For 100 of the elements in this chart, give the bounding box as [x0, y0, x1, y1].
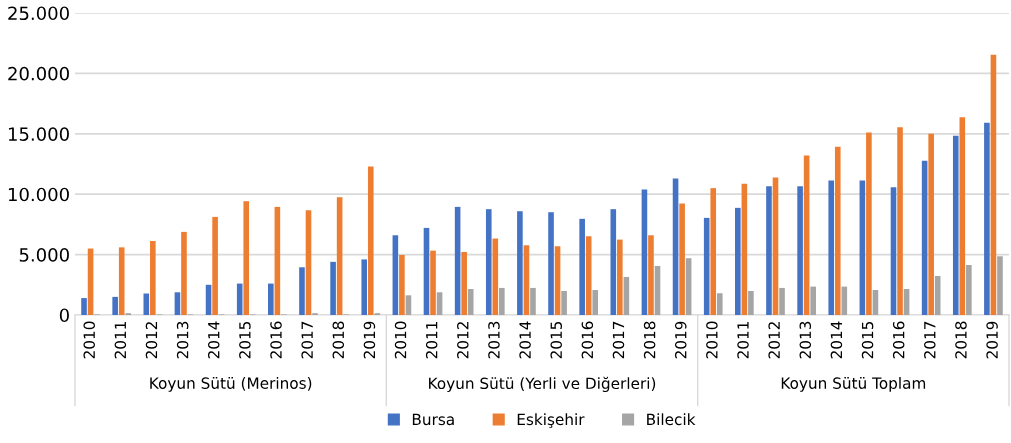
x-tick-label: 2016 [270, 321, 282, 359]
bar [952, 135, 959, 315]
bar [810, 286, 816, 315]
bar [834, 146, 841, 315]
bar [150, 240, 156, 315]
bar [112, 296, 118, 315]
bar [672, 178, 679, 315]
bar [897, 127, 903, 315]
bar [735, 207, 741, 315]
x-tick-label: 2014 [519, 321, 531, 359]
bar [934, 275, 941, 315]
x-tick-label: 2015 [550, 321, 562, 359]
bar [997, 256, 1003, 315]
y-tick-label: 25.000 [8, 6, 69, 21]
x-tick-label: 2010 [83, 321, 95, 359]
x-tick-label: 2014 [207, 321, 220, 359]
bar [610, 209, 617, 315]
legend-label: Bursa [412, 413, 454, 426]
bar [399, 254, 405, 315]
legend-label: Bilecik [647, 413, 696, 426]
x-tick-label: 2015 [239, 321, 251, 359]
bar [748, 290, 754, 315]
x-tick-label: 2011 [425, 321, 438, 359]
x-tick-label: 2012 [457, 322, 469, 359]
y-tick-label: 10.000 [8, 187, 69, 202]
bar [81, 298, 87, 315]
bar [461, 251, 467, 315]
x-tick-label: 2013 [488, 321, 500, 359]
y-tick-label: 0 [59, 308, 69, 323]
bar [268, 283, 274, 315]
x-tick-label: 2010 [706, 321, 718, 359]
bar [959, 117, 966, 315]
bar [530, 287, 536, 315]
x-tick-label: 2016 [892, 321, 905, 359]
bar [716, 293, 723, 315]
x-tick-label: 2019 [363, 321, 376, 359]
x-tick-label: 2014 [830, 321, 843, 359]
bar [685, 258, 692, 315]
x-tick-label: 2011 [737, 321, 749, 359]
x-tick-label: 2012 [145, 322, 158, 359]
bar [118, 247, 125, 315]
bar [679, 203, 685, 315]
x-tick-label: 2013 [176, 321, 189, 359]
x-tick-label: 2016 [581, 321, 594, 359]
y-tick-label: 20.000 [8, 66, 69, 81]
bar [766, 186, 772, 315]
bar [710, 188, 717, 315]
bar [561, 290, 567, 315]
bar [517, 211, 523, 315]
bar [779, 287, 785, 315]
bar [828, 180, 835, 315]
bar [405, 295, 412, 315]
x-tick-label: 2018 [332, 321, 345, 359]
x-tick-label: 2012 [768, 322, 780, 359]
bar [212, 216, 218, 315]
bar [579, 218, 585, 315]
bar [181, 231, 187, 315]
bar [330, 261, 336, 315]
text: Koyun Sütü Toplam [781, 377, 926, 392]
bar [143, 293, 150, 315]
bar [966, 264, 972, 315]
bar [554, 246, 561, 315]
bar [523, 245, 530, 315]
bar [984, 122, 990, 315]
bar [548, 212, 554, 315]
x-tick-label: 2011 [114, 321, 127, 359]
bar [467, 289, 474, 315]
bar [585, 236, 592, 315]
y-tick-label: 15.000 [8, 127, 69, 141]
x-tick-label: 2010 [394, 321, 407, 359]
bar [174, 292, 181, 315]
text: Koyun Sütü (Yerli ve Diğerleri) [429, 376, 656, 393]
bar [797, 186, 803, 315]
bar [866, 132, 872, 315]
x-tick-label: 2017 [924, 321, 936, 359]
bar [367, 166, 374, 315]
x-tick-label: 2017 [612, 321, 625, 359]
bar [485, 209, 492, 315]
bar [592, 289, 599, 315]
bar [641, 189, 648, 315]
x-tick-label: 2018 [955, 321, 967, 359]
bar [617, 239, 623, 315]
bar [299, 267, 305, 315]
x-tick-label: 2013 [799, 321, 812, 359]
x-tick-label: 2019 [986, 321, 998, 359]
legend-label: Eskişehir [517, 413, 585, 428]
bar [648, 235, 654, 315]
bar [430, 250, 436, 315]
bar [928, 133, 934, 315]
x-tick-label: 2017 [301, 321, 313, 359]
x-tick-label: 2015 [861, 321, 874, 359]
bar [499, 287, 505, 315]
x-tick-label: 2019 [674, 321, 687, 359]
bar [436, 292, 443, 315]
y-tick-label: 5.000 [19, 248, 69, 262]
x-tick-label: 2018 [643, 321, 656, 359]
bar [492, 238, 499, 315]
bar [243, 201, 250, 315]
bar [361, 259, 368, 315]
text: Koyun Sütü (Merinos) [150, 377, 312, 392]
